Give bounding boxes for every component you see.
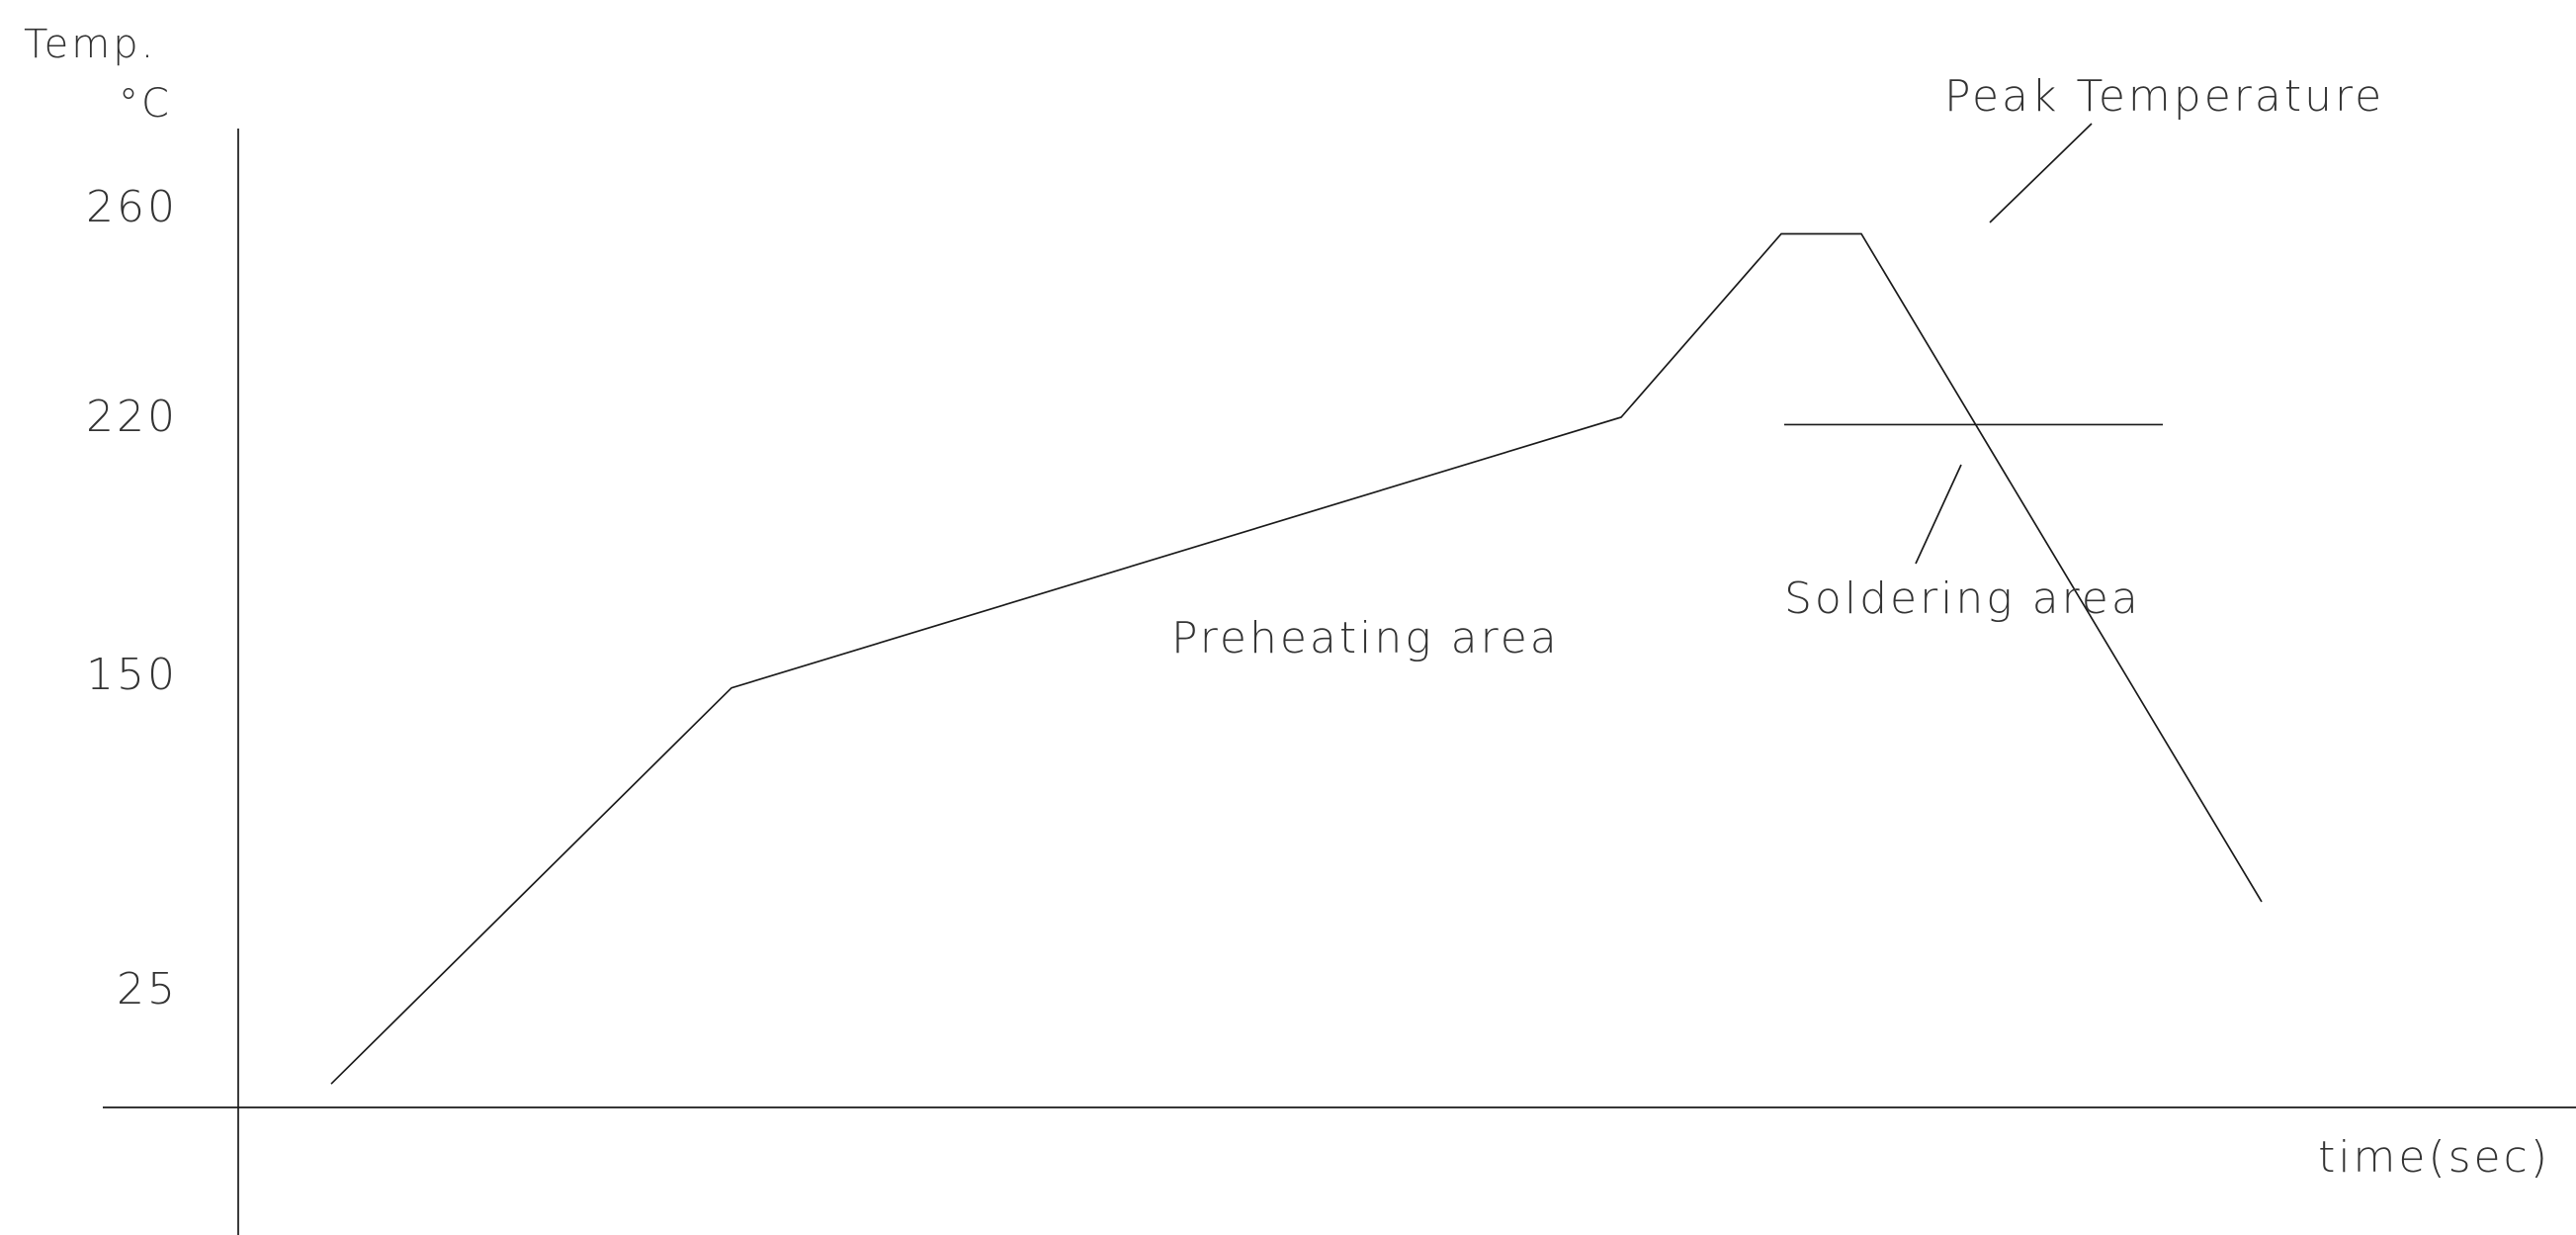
y-tick-label-220: 220 xyxy=(86,392,178,442)
y-tick-label-260: 260 xyxy=(86,182,178,232)
peak-temperature-label: Peak Temperature xyxy=(1944,71,2384,122)
y-tick-label-150: 150 xyxy=(86,650,178,700)
preheating-area-label: Preheating area xyxy=(1171,613,1560,663)
peak-temperature-leader-line xyxy=(1989,123,2093,223)
y-tick-labels: 25 150 220 260 xyxy=(86,182,178,1014)
y-tick-label-25: 25 xyxy=(117,964,178,1014)
y-axis-unit: °C xyxy=(119,81,172,127)
soldering-area-label: Soldering area xyxy=(1784,573,2141,624)
x-axis-label: time(sec) xyxy=(2318,1132,2550,1183)
temperature-profile-line xyxy=(330,232,2263,1085)
soldering-area-leader-line xyxy=(1915,464,1962,565)
y-axis-label: Temp. xyxy=(24,22,156,67)
